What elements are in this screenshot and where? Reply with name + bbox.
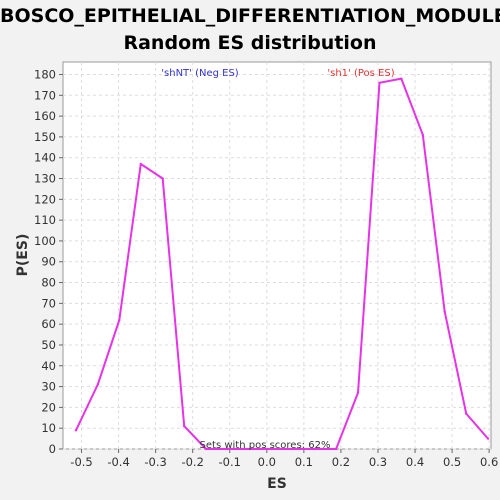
y-tick-label: 130 [34,172,56,186]
y-tick-label: 140 [34,151,56,165]
y-tick-label: 30 [41,380,56,394]
data-point [487,437,489,439]
data-point [443,310,445,312]
y-tick-label: 50 [41,338,56,352]
y-tick-label: 100 [34,234,56,248]
x-tick-label: 0.6 [480,455,498,469]
x-axis: -0.5 -0.4 -0.3 -0.2 -0.1 0.0 0.1 0.2 0.3 0.4 0.5 0.… [70,449,498,469]
y-axis: 0 10 20 30 40 50 60 70 80 90 100 110 120 130 140 150 160… [34,67,63,456]
x-tick-label: -0.2 [181,455,203,469]
x-tick-label: -0.4 [107,455,129,469]
data-point [378,82,380,84]
data-point [422,134,424,136]
y-tick-label: 150 [34,130,56,144]
x-tick-label: -0.1 [219,455,241,469]
data-point [140,163,142,165]
data-point [75,429,77,431]
data-point [97,383,99,385]
neg-es-annotation: 'shNT' (Neg ES) [161,68,239,79]
y-tick-label: 10 [41,421,56,435]
pos-scores-annotation: Sets with pos scores: 62% [200,440,331,451]
y-tick-label: 70 [41,296,56,310]
y-tick-label: 170 [34,88,56,102]
y-tick-label: 40 [41,359,56,373]
data-point [400,77,402,79]
y-tick-label: 120 [34,192,56,206]
data-point [357,392,359,394]
y-tick-label: 0 [49,442,56,456]
x-axis-label: ES [267,476,287,492]
x-tick-label: 0.5 [443,455,461,469]
data-point [183,425,185,427]
x-tick-label: 0.3 [369,455,387,469]
y-tick-label: 110 [34,213,56,227]
y-tick-label: 20 [41,400,56,414]
y-tick-label: 60 [41,317,56,331]
y-axis-label: P(ES) [15,234,31,277]
y-tick-label: 180 [34,67,56,81]
data-point [161,177,163,179]
x-tick-label: 0.1 [295,455,313,469]
x-tick-label: 0.2 [332,455,350,469]
y-tick-label: 90 [41,255,56,269]
y-tick-label: 80 [41,276,56,290]
x-tick-label: 0.0 [258,455,276,469]
pos-es-annotation: 'sh1' (Pos ES) [327,68,394,79]
x-tick-label: -0.5 [70,455,92,469]
data-point [118,319,120,321]
x-tick-label: 0.4 [406,455,424,469]
data-point [335,448,337,450]
x-tick-label: -0.3 [144,455,166,469]
y-tick-label: 160 [34,109,56,123]
data-point [465,412,467,414]
